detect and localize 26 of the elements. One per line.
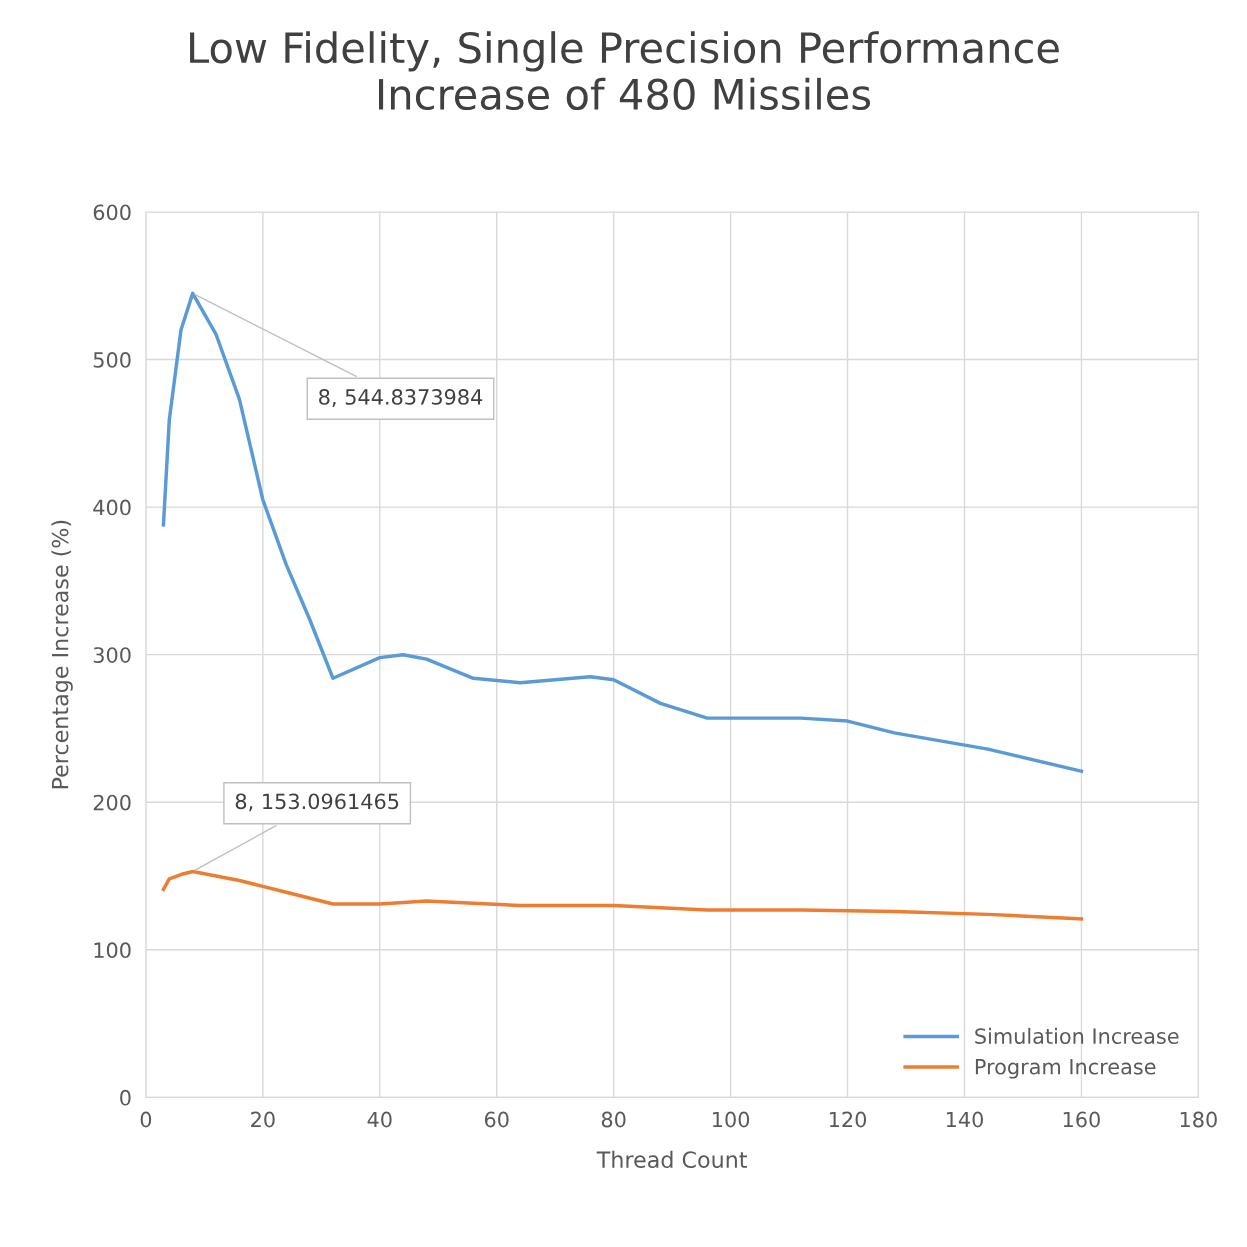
line-series xyxy=(161,291,1084,773)
y-tick-label: 600 xyxy=(93,204,131,221)
x-axis-title: Thread Count xyxy=(596,1150,747,1169)
y-tick-label: 500 xyxy=(93,352,131,368)
y-tick-label: 400 xyxy=(93,499,131,516)
annotation: 8, 153.0961465 xyxy=(235,793,399,812)
x-tick-label: 160 xyxy=(1063,1111,1100,1128)
x-tick-label: 80 xyxy=(601,1111,626,1128)
x-tick-label: 40 xyxy=(367,1111,392,1128)
x-tick-label: 140 xyxy=(946,1111,983,1128)
x-tick-label: 100 xyxy=(713,1111,750,1128)
y-tick-label: 0 xyxy=(120,1089,131,1106)
chart-title: Low Fidelity, Single Precision Performance Increase of 480 Missiles xyxy=(190,31,1059,111)
y-tick-label: 100 xyxy=(94,942,131,959)
x-tick-label: 180 xyxy=(1180,1111,1217,1128)
legend-label: Program Increase xyxy=(975,1059,1156,1079)
y-tick-label: 300 xyxy=(93,647,131,663)
legend-label: Simulation Increase xyxy=(975,1027,1179,1044)
x-tick-label: 0 xyxy=(140,1111,152,1128)
x-tick-label: 120 xyxy=(829,1111,867,1128)
line-series xyxy=(161,869,1084,921)
y-tick-label: 200 xyxy=(93,794,131,811)
y-axis-title: Percentage Increase (%) xyxy=(51,520,73,789)
x-tick-label: 60 xyxy=(484,1111,509,1128)
annotation: 8, 544.8373984 xyxy=(319,389,483,407)
x-tick-label: 20 xyxy=(251,1111,275,1128)
